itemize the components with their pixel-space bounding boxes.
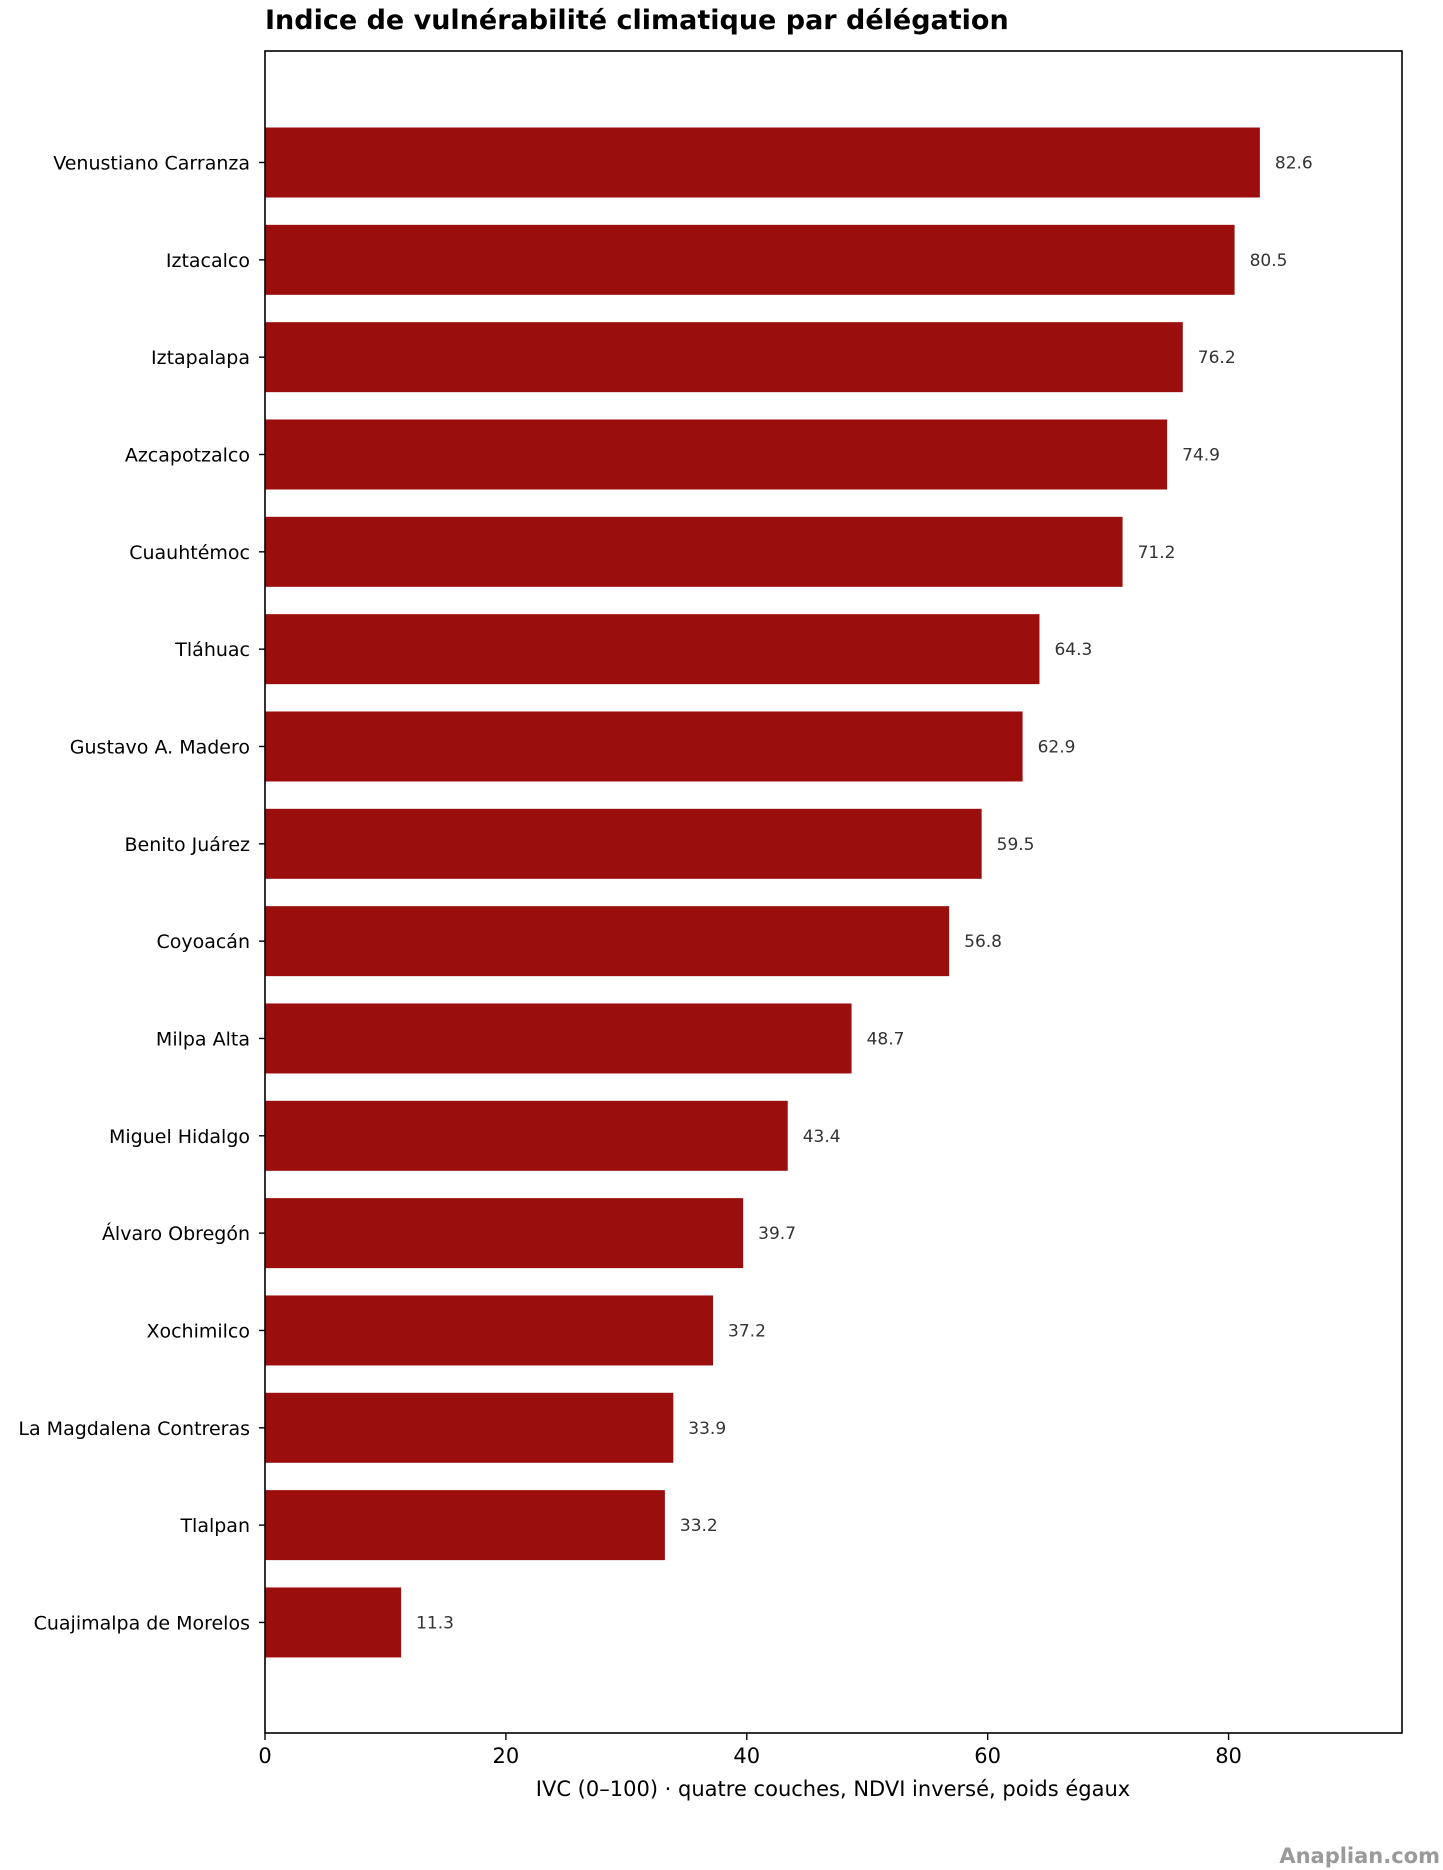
y-tick-label: Cuajimalpa de Morelos	[34, 1612, 250, 1634]
x-axis-label: IVC (0–100) · quatre couches, NDVI inver…	[536, 1777, 1130, 1801]
watermark: Anaplian.com	[1279, 1844, 1440, 1868]
bar	[265, 322, 1183, 393]
data-label: 37.2	[728, 1321, 766, 1341]
bar	[265, 1003, 852, 1074]
data-label: 82.6	[1275, 154, 1313, 174]
y-tick-label: La Magdalena Contreras	[18, 1418, 250, 1440]
y-tick-label: Xochimilco	[146, 1320, 250, 1342]
data-label: 39.7	[758, 1224, 796, 1244]
bar	[265, 1392, 674, 1463]
data-label: 71.2	[1138, 543, 1176, 563]
bar	[265, 516, 1123, 587]
bar	[265, 419, 1168, 490]
x-tick-label: 0	[258, 1744, 271, 1768]
y-tick-label: Coyoacán	[156, 931, 250, 953]
data-label: 74.9	[1182, 445, 1220, 465]
bar	[265, 906, 950, 977]
x-axis-ticks: 0 20 40 60 80	[258, 1733, 1242, 1768]
y-tick-label: Tláhuac	[174, 639, 250, 661]
data-label: 76.2	[1198, 348, 1236, 368]
y-tick-label: Azcapotzalco	[125, 444, 250, 466]
data-label: 62.9	[1038, 737, 1076, 757]
data-label: 33.2	[680, 1516, 718, 1536]
y-tick-label: Gustavo A. Madero	[70, 736, 250, 758]
bar	[265, 614, 1040, 685]
bar	[265, 224, 1235, 295]
data-label: 80.5	[1250, 251, 1288, 271]
data-label: 33.9	[688, 1419, 726, 1439]
y-tick-label: Iztacalco	[166, 250, 250, 272]
bar	[265, 1587, 402, 1658]
data-label: 48.7	[867, 1029, 905, 1049]
bar	[265, 127, 1260, 198]
x-tick-label: 20	[493, 1744, 520, 1768]
y-tick-label: Cuauhtémoc	[129, 542, 250, 564]
data-labels: 82.6 80.5 76.2 74.9 71.2 64.3 62.9 59.5 56.8 48.7…	[416, 154, 1313, 1634]
bar	[265, 1198, 744, 1269]
bar	[265, 711, 1023, 782]
y-tick-label: Tlalpan	[179, 1515, 250, 1537]
bar	[265, 1295, 714, 1366]
y-tick-label: Venustiano Carranza	[53, 153, 250, 175]
y-tick-label: Benito Juárez	[124, 834, 250, 856]
y-tick-label: Álvaro Obregón	[102, 1222, 250, 1245]
y-tick-label: Miguel Hidalgo	[109, 1126, 250, 1148]
y-tick-labels: Venustiano Carranza Iztacalco Iztapalapa Az…	[18, 153, 265, 1634]
data-label: 43.4	[803, 1127, 841, 1147]
chart-title: Indice de vulnérabilité climatique par d…	[265, 5, 1009, 36]
y-tick-label: Iztapalapa	[151, 347, 250, 369]
plot-frame	[264, 50, 1403, 1734]
data-label: 11.3	[416, 1613, 454, 1633]
x-tick-label: 40	[733, 1744, 760, 1768]
data-label: 64.3	[1054, 640, 1092, 660]
bar	[265, 1490, 665, 1561]
y-tick-label: Milpa Alta	[156, 1028, 250, 1050]
x-tick-label: 80	[1215, 1744, 1242, 1768]
bar	[265, 808, 982, 879]
x-tick-label: 60	[974, 1744, 1001, 1768]
bars-group	[265, 127, 1260, 1658]
data-label: 56.8	[964, 932, 1002, 952]
bar	[265, 1100, 788, 1171]
data-label: 59.5	[997, 835, 1035, 855]
